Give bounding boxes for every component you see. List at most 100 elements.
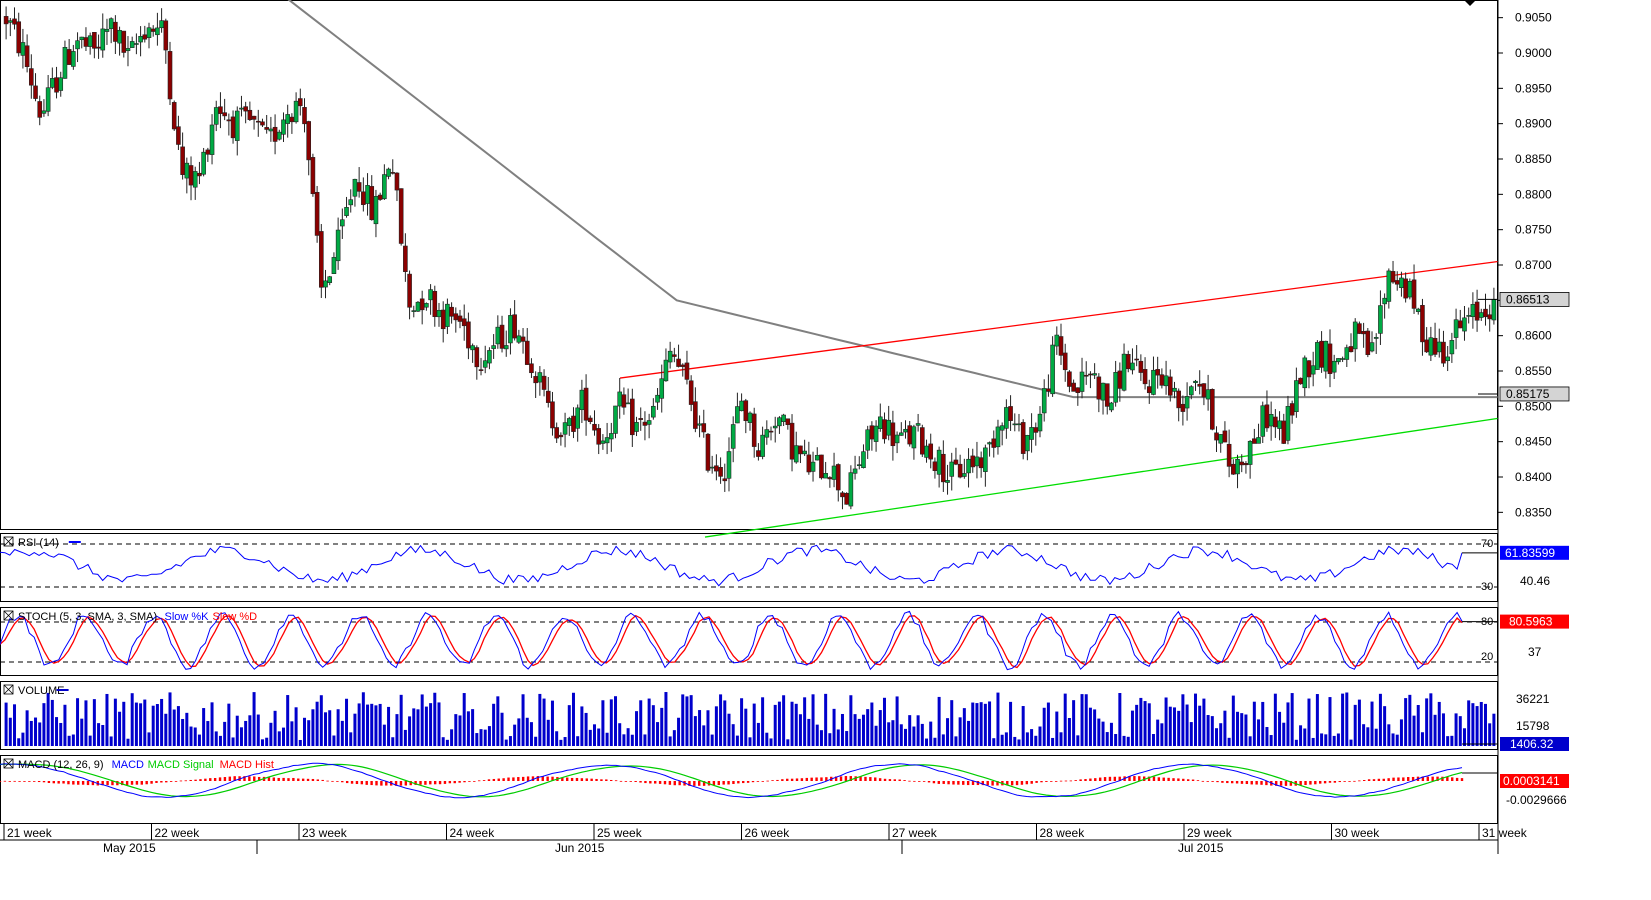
candle-body xyxy=(751,413,757,447)
candle-body xyxy=(1424,339,1429,353)
macd-hist-bar xyxy=(771,780,774,781)
macd-hist-bar xyxy=(385,781,388,786)
volume-bar xyxy=(324,712,328,746)
candle-body xyxy=(83,37,89,47)
candle-body xyxy=(1210,389,1215,430)
candle-body xyxy=(66,49,72,65)
candle-body xyxy=(1474,301,1480,321)
volume-bar xyxy=(1231,695,1235,746)
volume-bar xyxy=(1362,724,1366,746)
last-price-label-text: 0.86513 xyxy=(1506,292,1550,306)
macd-hist-bar xyxy=(414,781,417,785)
volume-bar xyxy=(370,703,374,746)
volume-bar xyxy=(269,722,273,746)
candle-body xyxy=(1306,360,1312,378)
volume-bar xyxy=(651,705,655,746)
macd-hist-bar xyxy=(1206,781,1209,782)
volume-bar xyxy=(1042,707,1046,746)
macd-hist-bar xyxy=(1079,779,1082,781)
candle-body xyxy=(592,423,597,431)
volume-bar xyxy=(67,735,71,746)
candle-body xyxy=(218,106,223,114)
volume-bar xyxy=(1177,710,1181,746)
candle-body xyxy=(1176,390,1181,409)
macd-hist-bar xyxy=(140,781,143,785)
stoch-header-close-icon[interactable] xyxy=(3,610,14,621)
volume-bar xyxy=(307,720,311,746)
rsi-header-close-icon[interactable] xyxy=(3,536,14,547)
volume-bar xyxy=(357,703,361,746)
volume-bar xyxy=(1404,698,1408,746)
candle-body xyxy=(684,362,690,380)
volume-bar xyxy=(836,729,840,746)
support-trend-line xyxy=(704,417,1499,538)
volume-bar xyxy=(786,739,790,746)
macd-hist-bar xyxy=(433,781,437,785)
stoch-header-close-icon-x2 xyxy=(3,610,14,621)
volume-bar xyxy=(1055,711,1059,746)
candle-body xyxy=(587,417,593,422)
candle-body xyxy=(1184,396,1190,409)
candle-body xyxy=(583,387,589,421)
candle-body xyxy=(503,345,509,350)
macd-hist-bar xyxy=(507,777,510,781)
volume-bar xyxy=(8,717,12,746)
macd-hist-bar xyxy=(634,781,637,782)
volume-bar xyxy=(1143,701,1147,746)
macd-hist-bar xyxy=(1152,776,1156,781)
candle-body xyxy=(1382,297,1387,305)
candle-body xyxy=(823,473,828,479)
volume-tick-mid: 15798 xyxy=(1516,719,1550,733)
macd-hist-bar xyxy=(355,781,359,785)
month-label: May 2015 xyxy=(103,841,156,855)
volume-bar xyxy=(189,726,193,746)
volume-bar xyxy=(160,698,164,746)
volume-bar xyxy=(1114,734,1118,746)
candle-body xyxy=(306,121,312,161)
macd-hist-bar xyxy=(908,780,911,782)
volume-bar xyxy=(197,734,201,746)
candle-body xyxy=(1205,389,1211,400)
macd-hist-bar xyxy=(1304,781,1307,785)
candle-body xyxy=(495,326,501,345)
volume-bar xyxy=(479,729,483,746)
volume-bar xyxy=(1210,716,1214,746)
candle-body xyxy=(894,434,900,444)
macd-hist-bar xyxy=(1382,778,1385,781)
candle-body xyxy=(411,310,417,312)
candle-body xyxy=(16,21,22,54)
volume-bar xyxy=(471,709,475,746)
volume-bar xyxy=(811,694,815,746)
volume-bar xyxy=(685,696,689,746)
macd-hist-bar xyxy=(380,781,383,786)
volume-bar xyxy=(542,698,546,746)
candle-body xyxy=(478,369,484,371)
volume-bar xyxy=(727,713,731,746)
volume-header-close-icon[interactable] xyxy=(3,684,14,695)
candle-body xyxy=(911,426,917,449)
macd-hist-bar xyxy=(991,781,994,786)
candle-body xyxy=(806,454,812,473)
macd-hist-bar xyxy=(1431,776,1434,781)
candle-body xyxy=(289,116,295,123)
macd-hist-bar xyxy=(1186,779,1190,781)
candle-body xyxy=(730,424,736,449)
volume-bar xyxy=(1294,739,1298,746)
candle-body xyxy=(764,429,770,438)
candle-body xyxy=(239,107,244,110)
candle-body xyxy=(54,77,59,93)
volume-bar xyxy=(933,737,937,746)
macd-hist-bar xyxy=(590,778,593,781)
candle-body xyxy=(1218,434,1224,444)
volume-bar xyxy=(88,735,92,746)
macd-hist-bar xyxy=(1089,778,1092,781)
macd-header-close-icon[interactable] xyxy=(3,758,14,769)
macd-hist-bar xyxy=(135,781,139,785)
volume-bar xyxy=(752,703,756,746)
macd-hist-bar xyxy=(1006,781,1009,786)
volume-bar xyxy=(567,705,571,746)
volume-bar xyxy=(1168,706,1172,746)
stoch-slow-k-line xyxy=(0,610,1463,671)
candle-body xyxy=(831,465,837,480)
candle-body xyxy=(1201,383,1207,398)
